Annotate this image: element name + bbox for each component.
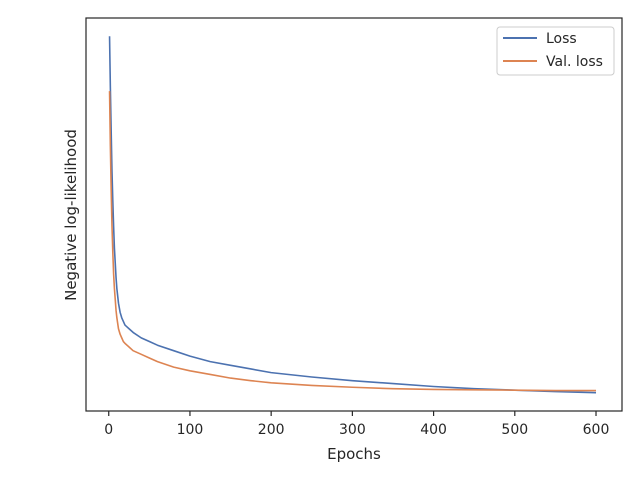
series-line-loss — [108, 36, 597, 394]
x-tick-label: 300 — [339, 422, 366, 438]
x-tick-label: 0 — [104, 422, 113, 438]
x-tick-label: 600 — [583, 422, 610, 438]
axes-frame — [85, 17, 623, 412]
plot-area — [108, 36, 597, 394]
x-tick-label: 400 — [420, 422, 447, 438]
x-axis-ticks: 0 100 200 300 400 500 600 — [104, 411, 609, 438]
x-axis-label: Epochs — [327, 445, 381, 463]
y-axis-label: Negative log-likelihood — [62, 129, 80, 301]
x-tick-label: 200 — [258, 422, 285, 438]
x-tick-label: 500 — [501, 422, 528, 438]
legend: Loss Val. loss — [496, 26, 615, 76]
legend-label-loss: Loss — [546, 31, 577, 47]
series-line-val-loss — [108, 91, 597, 392]
x-tick-label: 100 — [177, 422, 204, 438]
legend-label-val-loss: Val. loss — [546, 54, 603, 70]
